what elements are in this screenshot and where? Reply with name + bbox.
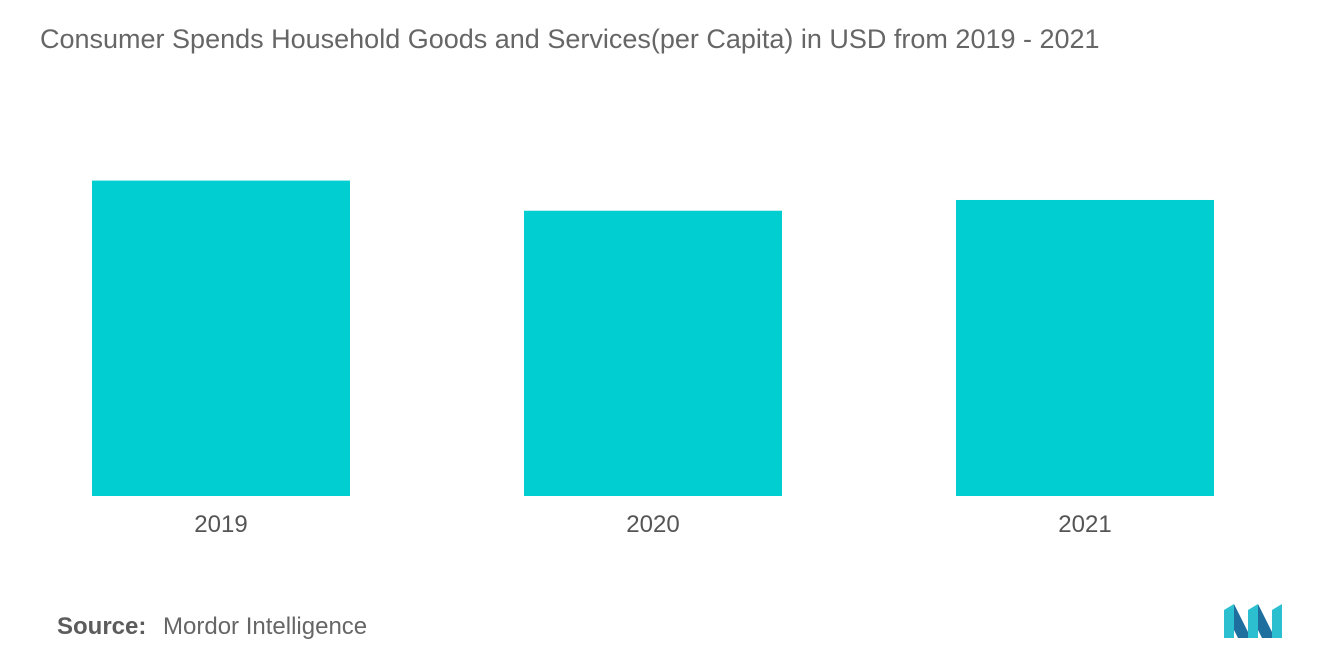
bar-2019	[92, 180, 350, 496]
x-tick-label-2021: 2021	[1058, 511, 1111, 538]
chart-title: Consumer Spends Household Goods and Serv…	[40, 24, 1100, 54]
bar-2020	[524, 210, 782, 496]
x-tick-label-2020: 2020	[626, 511, 679, 538]
x-tick-labels: 2019 2020 2021	[194, 511, 1111, 538]
mordor-intelligence-logo-icon	[1224, 604, 1282, 638]
source-value: Mordor Intelligence	[163, 613, 368, 640]
x-tick-label-2019: 2019	[194, 511, 247, 538]
source-note: Source: Mordor Intelligence	[57, 613, 367, 641]
bars-group	[92, 180, 1214, 496]
source-label: Source:	[57, 613, 147, 640]
bar-2021	[956, 199, 1214, 496]
